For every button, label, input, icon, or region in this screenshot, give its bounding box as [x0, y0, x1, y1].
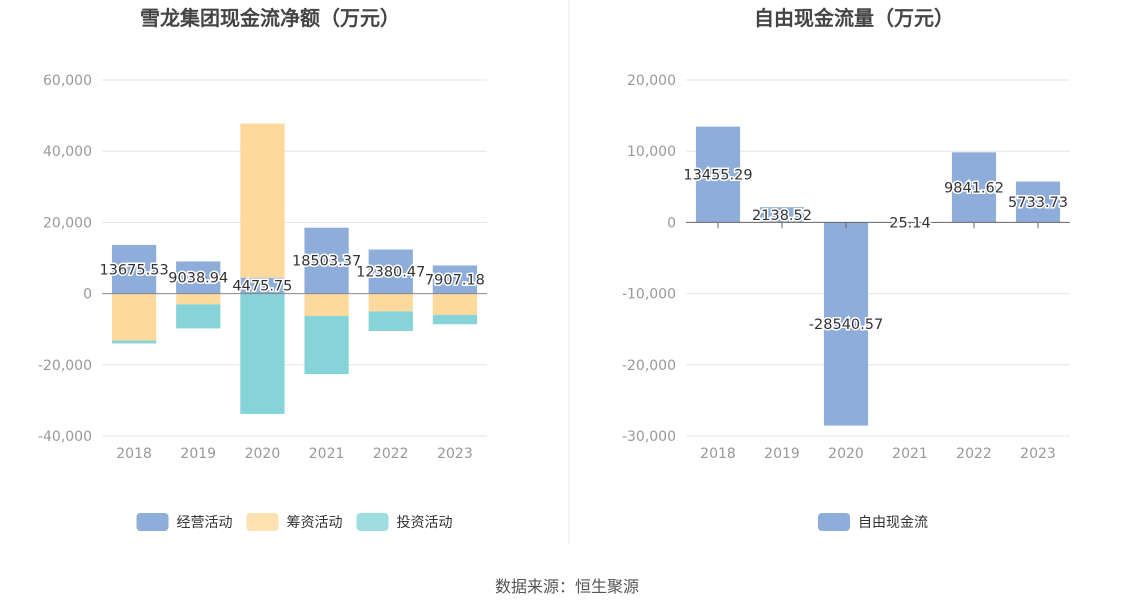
data-label: 5733.73: [1008, 195, 1068, 211]
x-tick-label: 2021: [892, 446, 928, 462]
x-tick-label: 2021: [309, 446, 345, 462]
x-tick-label: 2019: [764, 446, 800, 462]
bar-fcf-s0-2019: [759, 207, 805, 223]
data-label: 9038.94: [168, 271, 228, 287]
bar-cashflow-s1-2023: [432, 293, 478, 315]
bar-cashflow-s2-2019: [176, 304, 221, 329]
y-tick-label: 20,000: [627, 73, 676, 89]
source-note: 数据来源：恒生聚源: [495, 577, 639, 596]
legend-swatch: [136, 513, 169, 531]
x-tick-label: 2023: [1020, 446, 1056, 462]
bar-cashflow-s2-2023: [432, 314, 478, 325]
data-label: 18503.37: [292, 254, 361, 270]
data-label: 12380.47: [356, 265, 425, 281]
bar-cashflow-s1-2020: [240, 123, 285, 278]
x-tick-label: 2022: [956, 446, 992, 462]
x-tick-label: 2022: [373, 446, 409, 462]
bar-cashflow-s2-2020: [240, 293, 285, 414]
bar-cashflow-s0-2023: [432, 265, 478, 294]
legend-label: 投资活动: [397, 515, 453, 531]
y-tick-label: -30,000: [622, 429, 676, 445]
bar-fcf-s0-2018: [695, 126, 741, 223]
y-tick-label: 0: [667, 215, 676, 231]
bar-cashflow-s0-2022: [368, 249, 413, 294]
legend-swatch: [818, 513, 850, 531]
bar-cashflow-s2-2018: [111, 340, 157, 344]
bar-cashflow-s0-2021: [304, 227, 349, 294]
x-tick-label: 2020: [245, 446, 281, 462]
legend-label: 筹资活动: [287, 514, 343, 531]
bar-cashflow-s0-2018: [111, 244, 157, 294]
legend-swatch: [356, 513, 389, 531]
chart-title-fcf: 自由现金流量（万元）: [754, 6, 954, 30]
data-label: 2138.52: [752, 208, 812, 224]
bar-fcf-s0-2023: [1015, 181, 1061, 223]
bar-cashflow-s2-2022: [368, 311, 413, 331]
y-tick-label: -40,000: [38, 429, 92, 445]
data-label: 4475.75: [232, 279, 292, 295]
y-tick-label: 20,000: [43, 215, 92, 231]
y-tick-label: -10,000: [622, 287, 676, 303]
y-tick-label: 60,000: [43, 73, 92, 89]
bar-cashflow-s0-2019: [176, 261, 221, 294]
x-tick-label: 2020: [828, 446, 864, 462]
data-label: -28540.57: [809, 317, 883, 333]
bar-cashflow-s2-2021: [304, 316, 349, 375]
bar-fcf-s0-2022: [951, 152, 997, 223]
bar-cashflow-s0-2020: [240, 277, 285, 294]
legend-swatch: [246, 513, 279, 531]
chart-title-cashflow: 雪龙集团现金流净额（万元）: [140, 6, 400, 30]
y-tick-label: 10,000: [627, 144, 676, 160]
bar-cashflow-s1-2022: [368, 293, 413, 312]
legend-label: 自由现金流: [858, 515, 928, 531]
data-label: 25.14: [889, 215, 931, 231]
data-label: 9841.62: [944, 180, 1004, 196]
data-label: 7907.18: [425, 273, 485, 289]
x-tick-label: 2018: [700, 446, 736, 462]
bar-fcf-s0-2020: [823, 222, 869, 426]
legend-label: 经营活动: [177, 515, 233, 531]
y-tick-label: 0: [83, 287, 92, 303]
x-tick-label: 2019: [180, 446, 216, 462]
y-tick-label: -20,000: [38, 358, 92, 374]
bar-cashflow-s1-2018: [111, 293, 157, 341]
bar-cashflow-s1-2021: [304, 293, 349, 317]
y-tick-label: 40,000: [43, 144, 92, 160]
x-tick-label: 2023: [437, 446, 473, 462]
data-label: 13675.53: [99, 262, 168, 278]
x-tick-label: 2018: [116, 446, 152, 462]
bar-cashflow-s1-2019: [176, 293, 221, 305]
data-label: 13455.29: [683, 167, 752, 183]
y-tick-label: -20,000: [622, 358, 676, 374]
